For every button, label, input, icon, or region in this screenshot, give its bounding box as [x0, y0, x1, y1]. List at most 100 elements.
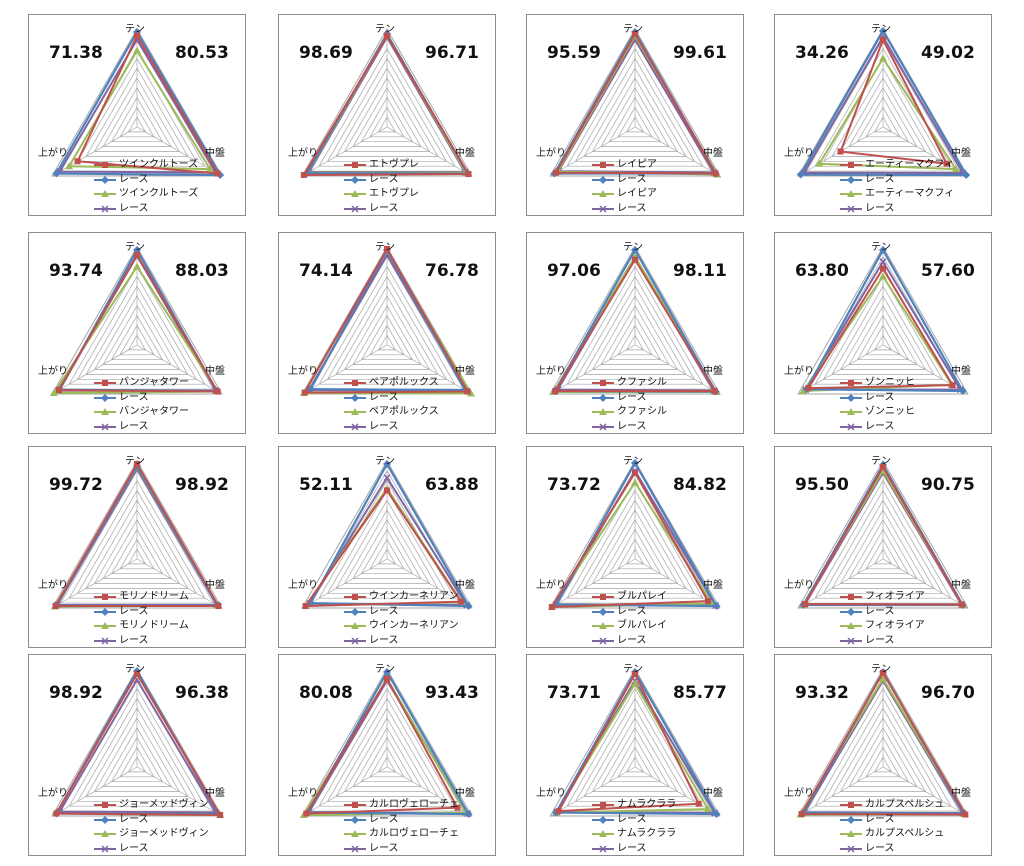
legend-label: レース — [865, 813, 895, 825]
legend-swatch — [840, 844, 862, 853]
legend-label: レース — [865, 634, 895, 646]
legend-swatch — [840, 204, 862, 213]
axis-spoke — [797, 558, 884, 609]
legend-item: レース — [93, 391, 243, 406]
grid-ring — [856, 96, 910, 143]
legend-swatch — [592, 830, 614, 837]
legend-item: レース — [343, 605, 493, 620]
radar-chart-svg — [300, 27, 473, 179]
grid-ring — [369, 538, 405, 570]
legend-marker — [848, 594, 854, 600]
legend-item: レース — [343, 813, 493, 828]
series-line-horse — [55, 672, 222, 817]
legend-marker — [847, 844, 855, 853]
legend-label: ウインカーネリアン — [369, 591, 459, 602]
axis-spoke — [882, 766, 969, 817]
legend-item: レース — [591, 420, 741, 435]
series-point-race — [631, 245, 639, 254]
series-line-horse — [557, 672, 700, 813]
legend-swatch — [94, 204, 116, 213]
right-score: 63.88 — [425, 475, 479, 495]
axis-label-chuban: 中盤 — [703, 148, 723, 159]
grid-ring — [51, 27, 223, 177]
grid-ring — [600, 519, 670, 579]
legend-swatch — [840, 622, 862, 629]
series-point-horse-normalized — [205, 165, 214, 173]
legend-item: ペアポルックス — [343, 405, 493, 420]
legend: クファシル レース クファシル レース — [591, 376, 741, 434]
grid-ring — [51, 459, 223, 609]
radar-chart-panel: テン 中盤 上がり 98.69 96.71 エトヴプレ レース エトヴプレ レース — [278, 14, 496, 216]
series-point-horse — [632, 469, 638, 476]
grid-ring — [591, 295, 679, 370]
grid-ring — [797, 245, 969, 395]
legend-label: レース — [369, 420, 399, 432]
legend-swatch — [592, 815, 614, 824]
axis-label-ten: テン — [623, 456, 643, 467]
grid-ring — [85, 707, 189, 797]
legend-item: レース — [591, 813, 741, 828]
axis-spoke — [549, 126, 636, 177]
axis-spoke — [549, 766, 636, 817]
legend-marker — [599, 830, 607, 837]
grid-ring — [93, 717, 181, 792]
left-score: 63.80 — [795, 261, 849, 281]
series-point-race — [52, 169, 61, 178]
legend-swatch — [344, 607, 366, 616]
grid-ring — [617, 538, 653, 570]
axis-label-agari: 上がり — [38, 580, 68, 591]
legend-marker — [351, 204, 359, 213]
grid-ring — [369, 746, 405, 778]
grid-ring — [110, 528, 164, 575]
grid-ring — [102, 727, 172, 787]
axis-label-chuban: 中盤 — [455, 580, 475, 591]
legend-swatch — [592, 175, 614, 184]
left-score: 93.74 — [49, 261, 103, 281]
legend-marker — [599, 204, 607, 213]
axis-label-agari: 上がり — [784, 366, 814, 377]
legend: ツインクルトーズ レース ツインクルトーズ レース — [93, 158, 243, 216]
axis-label-chuban: 中盤 — [205, 788, 225, 799]
grid-ring — [839, 77, 927, 152]
legend-marker — [848, 380, 854, 386]
series-line-race-normalized — [557, 38, 715, 174]
legend: バンジャタワー レース バンジャタワー レース — [93, 376, 243, 434]
radar-chart-panel: テン 中盤 上がり 99.72 98.92 モリノドリーム レース モリノドリーム レース — [28, 446, 246, 648]
legend: ゾンニッヒ レース ゾンニッヒ レース — [839, 376, 989, 434]
legend-label: カルロヴェローチェ — [369, 828, 459, 839]
series-point-race — [464, 602, 473, 611]
legend-item: カルプスペルシュ — [839, 827, 989, 842]
axis-spoke — [301, 126, 388, 177]
grid-ring — [68, 479, 206, 599]
axis-label-ten: テン — [375, 24, 395, 35]
legend-label: モリノドリーム — [119, 620, 189, 631]
axis-label-chuban: 中盤 — [455, 788, 475, 799]
legend-swatch — [94, 408, 116, 415]
legend-swatch — [592, 380, 614, 386]
grid-ring — [865, 746, 901, 778]
axis-label-agari: 上がり — [784, 148, 814, 159]
legend-swatch — [94, 380, 116, 386]
grid-ring — [335, 67, 439, 157]
legend-swatch — [344, 830, 366, 837]
legend-marker — [599, 393, 607, 402]
legend-swatch — [840, 815, 862, 824]
grid-ring — [360, 528, 414, 575]
legend-label: カルプスペルシュ — [865, 828, 945, 839]
axis-label-ten: テン — [871, 242, 891, 253]
legend-item: レース — [93, 173, 243, 188]
series-point-horse — [134, 460, 140, 467]
legend-marker — [351, 175, 359, 184]
legend-label: レース — [369, 391, 399, 403]
legend-label: レース — [865, 605, 895, 617]
legend-marker — [352, 802, 358, 808]
radar-chart-svg — [51, 27, 225, 180]
legend-item: レース — [93, 420, 243, 435]
radar-chart-svg — [301, 459, 473, 611]
legend-marker — [848, 802, 854, 808]
legend-label: レース — [617, 605, 647, 617]
series-point-horse — [553, 169, 560, 176]
legend-item: レース — [343, 173, 493, 188]
axis-label-agari: 上がり — [288, 788, 318, 799]
left-score: 98.69 — [299, 43, 353, 63]
